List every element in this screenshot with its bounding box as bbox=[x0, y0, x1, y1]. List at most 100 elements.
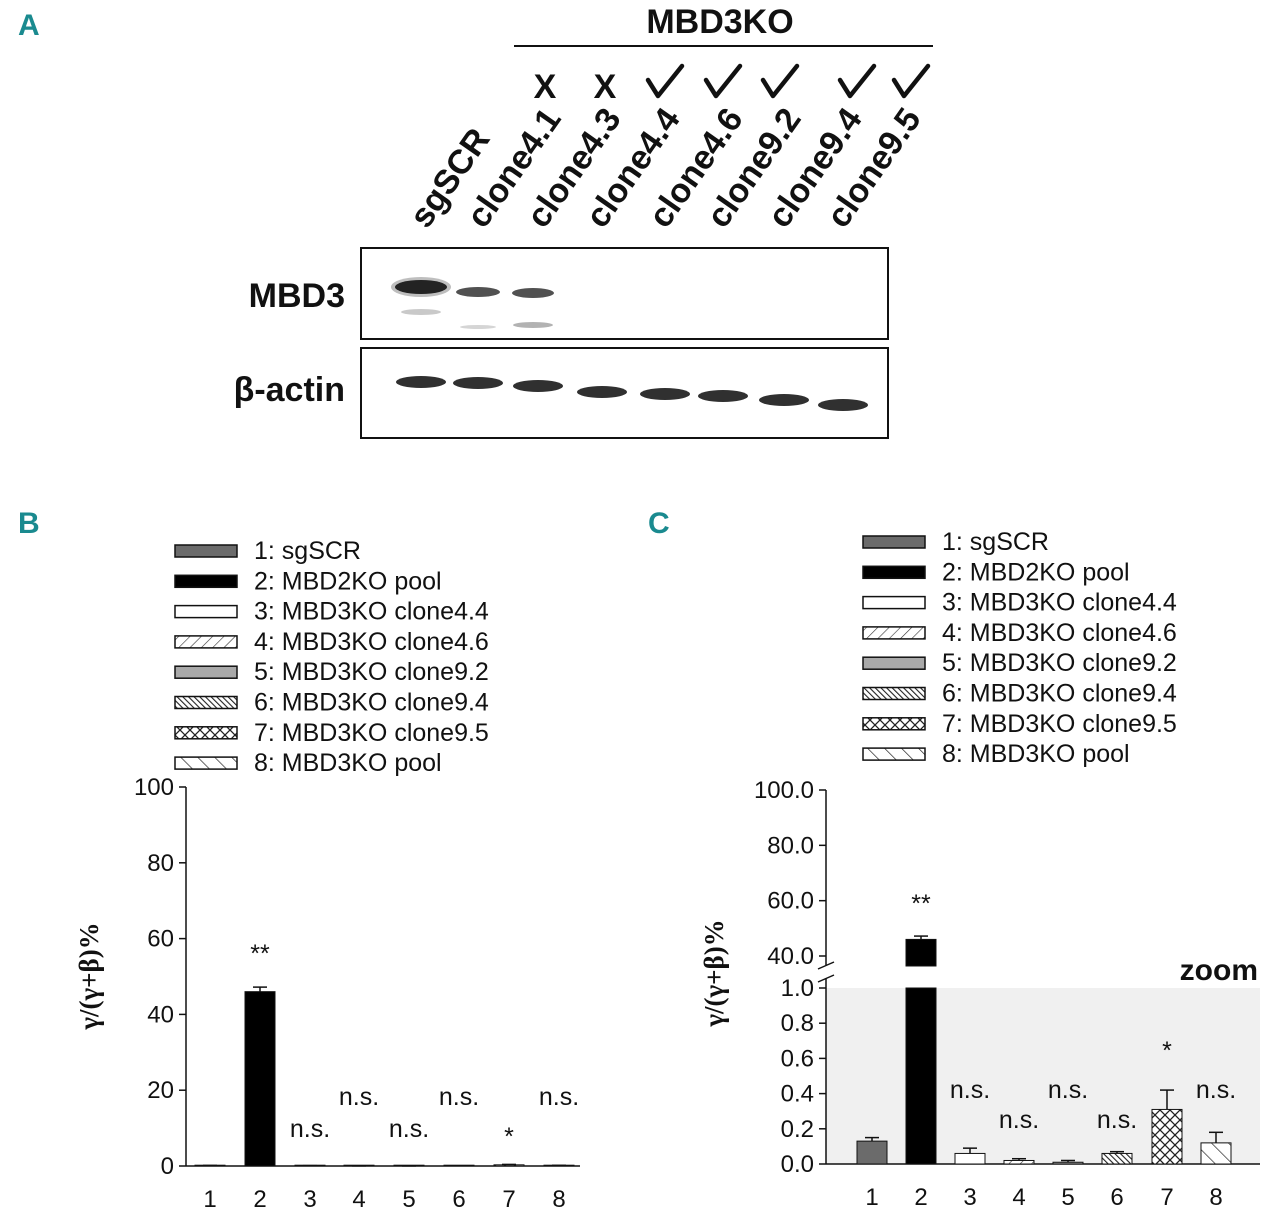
band-actin-lane4 bbox=[577, 386, 627, 398]
annotation-7: * bbox=[504, 1123, 514, 1151]
band-actin-lane7 bbox=[759, 394, 809, 406]
legend-label-7: 7: MBD3KO clone9.5 bbox=[254, 719, 489, 747]
band-mbd3-lane1-halo bbox=[391, 277, 451, 297]
annotation-3: n.s. bbox=[950, 1076, 990, 1104]
y-tick-label: 100.0 bbox=[754, 777, 814, 804]
annotation-7: * bbox=[1162, 1037, 1172, 1065]
y-tick-label: 40 bbox=[147, 1001, 174, 1028]
annotation-5: n.s. bbox=[389, 1115, 429, 1143]
x-tick-label-8: 8 bbox=[552, 1186, 565, 1213]
legend-swatch-8 bbox=[862, 747, 926, 761]
legend-swatch-7 bbox=[174, 726, 238, 740]
x-tick-label-6: 6 bbox=[452, 1186, 465, 1213]
bar-2-upper bbox=[905, 938, 937, 967]
legend-label-1: 1: sgSCR bbox=[942, 528, 1049, 556]
band-actin-lane5 bbox=[640, 388, 690, 400]
y-tick-label: 0.6 bbox=[781, 1045, 814, 1072]
legend-label-6: 6: MBD3KO clone9.4 bbox=[254, 689, 489, 717]
legend-swatch-7 bbox=[862, 717, 926, 731]
band-mbd3-lane2-lower bbox=[460, 325, 496, 329]
annotation-5: n.s. bbox=[1048, 1076, 1088, 1104]
legend-swatch-5 bbox=[174, 665, 238, 679]
annotation-3: n.s. bbox=[290, 1115, 330, 1143]
panel-letter-a: A bbox=[18, 9, 40, 42]
legend-swatch-1 bbox=[174, 544, 238, 558]
mbd3ko-group-label: MBD3KO bbox=[646, 3, 793, 41]
checkmark-icon bbox=[891, 63, 931, 99]
legend-swatch-5 bbox=[862, 656, 926, 670]
y-tick-label: 0.0 bbox=[781, 1151, 814, 1178]
checkmark-stroke bbox=[837, 63, 877, 99]
legend-swatch-2 bbox=[862, 565, 926, 580]
y-axis-label: γ/(γ+β)% bbox=[699, 919, 729, 1027]
zoom-region bbox=[826, 988, 1260, 1164]
y-tick-label: 80 bbox=[147, 850, 174, 877]
zoom-label: zoom bbox=[1180, 954, 1258, 987]
checkmark-icon bbox=[703, 63, 743, 99]
legend-label-4: 4: MBD3KO clone4.6 bbox=[942, 619, 1177, 647]
legend-label-5: 5: MBD3KO clone9.2 bbox=[942, 649, 1177, 677]
bar-6 bbox=[1101, 1152, 1133, 1165]
y-tick-label: 1.0 bbox=[781, 975, 814, 1002]
x-tick-label-2: 2 bbox=[253, 1186, 266, 1213]
panel-letter-c: C bbox=[648, 507, 670, 540]
bar-4 bbox=[1003, 1159, 1035, 1165]
band-mbd3-lane1 bbox=[395, 280, 447, 294]
lane-labels: sgSCRclone4.1clone4.3clone4.4clone4.6clo… bbox=[402, 101, 928, 234]
x-tick-label-6: 6 bbox=[1110, 1184, 1123, 1211]
blot-box-mbd3 bbox=[360, 247, 889, 340]
annotation-4: n.s. bbox=[999, 1106, 1039, 1134]
legend-label-2: 2: MBD2KO pool bbox=[254, 567, 442, 595]
x-tick-label-7: 7 bbox=[502, 1186, 515, 1213]
legend-label-3: 3: MBD3KO clone4.4 bbox=[254, 598, 489, 626]
chart-b: 0 20 40 60 80 100 γ/(γ+β)% 1 2 3 4 5 6 7 8 ** n.s. n.s. n.… bbox=[74, 774, 580, 1213]
band-mbd3-lane2 bbox=[456, 287, 500, 297]
bar-5 bbox=[1052, 1161, 1084, 1165]
checkmark-stroke bbox=[760, 63, 800, 99]
checkmark-stroke bbox=[645, 63, 685, 99]
x-tick-label-4: 4 bbox=[352, 1186, 365, 1213]
bar-8 bbox=[1200, 1142, 1232, 1165]
x-tick-label-8: 8 bbox=[1209, 1184, 1222, 1211]
bar-1 bbox=[856, 1140, 888, 1165]
y-tick-label: 0.4 bbox=[781, 1081, 814, 1108]
legend-swatch-8 bbox=[174, 756, 238, 770]
legend-label-1: 1: sgSCR bbox=[254, 537, 361, 565]
y-tick-label: 0.2 bbox=[781, 1116, 814, 1143]
y-tick-label: 0 bbox=[161, 1153, 174, 1180]
band-actin-lane1 bbox=[396, 376, 446, 388]
bar-7 bbox=[1151, 1108, 1183, 1165]
y-tick-label: 20 bbox=[147, 1077, 174, 1104]
band-actin-lane8 bbox=[818, 399, 868, 411]
legend-label-5: 5: MBD3KO clone9.2 bbox=[254, 658, 489, 686]
x-tick-label-2: 2 bbox=[914, 1184, 927, 1211]
legend-swatch-2 bbox=[174, 574, 238, 589]
legend-label-2: 2: MBD2KO pool bbox=[942, 558, 1130, 586]
checkmark-stroke bbox=[703, 63, 743, 99]
x-tick-label-1: 1 bbox=[865, 1184, 878, 1211]
annotation-8: n.s. bbox=[1196, 1076, 1236, 1104]
axis-break-mark bbox=[817, 974, 835, 983]
legend-swatch-3 bbox=[174, 604, 238, 619]
legend-swatch-4 bbox=[174, 635, 238, 649]
y-tick-label: 100 bbox=[134, 774, 174, 801]
band-actin-lane3 bbox=[513, 380, 563, 392]
checkmark-icon bbox=[645, 63, 685, 99]
legend-swatch-3 bbox=[862, 595, 926, 610]
y-tick-label: 60 bbox=[147, 926, 174, 953]
row-label-beta-actin: β-actin bbox=[234, 371, 345, 409]
legend-swatch-6 bbox=[862, 686, 926, 701]
annotation-6: n.s. bbox=[1097, 1106, 1137, 1134]
y-tick-label: 0.8 bbox=[781, 1010, 814, 1037]
legend-label-7: 7: MBD3KO clone9.5 bbox=[942, 710, 1177, 738]
band-mbd3-lane1-lower bbox=[401, 309, 441, 315]
annotation-2: ** bbox=[250, 940, 270, 968]
mark-x-1: X bbox=[534, 68, 557, 106]
y-tick-label: 40.0 bbox=[767, 943, 814, 970]
annotation-8: n.s. bbox=[539, 1083, 579, 1111]
